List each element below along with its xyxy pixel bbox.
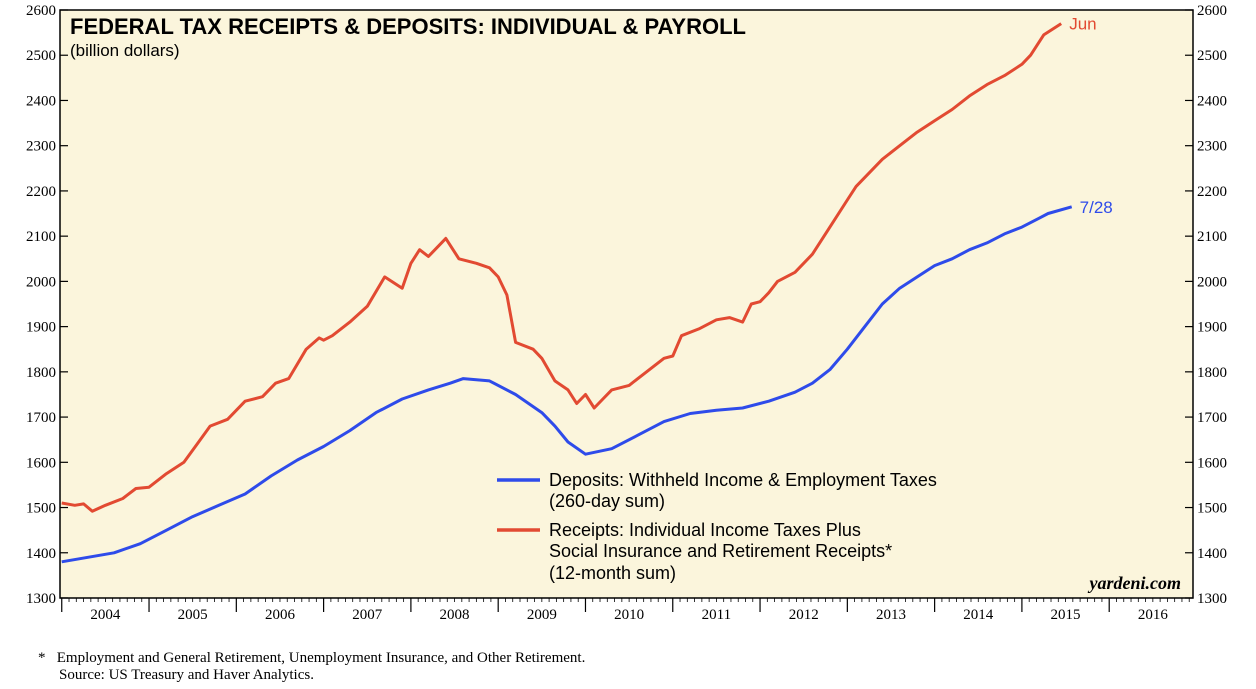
y-tick-label-left-2100: 2100 <box>26 229 56 245</box>
series-line-0 <box>61 205 1073 564</box>
y-tick-label-right-1800: 1800 <box>1197 365 1227 381</box>
y-tick-label-left-2600: 2600 <box>26 3 56 19</box>
x-tick-label-2011: 2011 <box>702 607 731 623</box>
legend-label-receipts-line3: (12-month sum) <box>549 563 676 583</box>
y-tick-label-left-1300: 1300 <box>26 591 56 607</box>
y-tick-label-right-2400: 2400 <box>1197 93 1227 109</box>
y-tick-label-left-1900: 1900 <box>26 320 56 336</box>
y-tick-label-right-1600: 1600 <box>1197 455 1227 471</box>
series: 7/28 Jun <box>61 15 1113 564</box>
y-tick-label-left-2000: 2000 <box>26 274 56 290</box>
y-tick-label-left-2300: 2300 <box>26 139 56 155</box>
legend-label-deposits: Deposits: Withheld Income & Employment T… <box>549 470 937 490</box>
y-tick-label-right-2600: 2600 <box>1197 3 1227 19</box>
y-tick-label-left-1600: 1600 <box>26 455 56 471</box>
x-tick-label-2004: 2004 <box>90 607 121 623</box>
legend: Deposits: Withheld Income & Employment T… <box>497 470 937 583</box>
x-tick-label-2016: 2016 <box>1138 607 1169 623</box>
y-tick-label-left-1700: 1700 <box>26 410 56 426</box>
y-tick-label-right-1500: 1500 <box>1197 501 1227 517</box>
y-tick-label-right-1700: 1700 <box>1197 410 1227 426</box>
y-tick-label-left-1400: 1400 <box>26 546 56 562</box>
x-tick-label-2010: 2010 <box>614 607 644 623</box>
brand-watermark: yardeni.com <box>1088 573 1182 593</box>
chart-subtitle: (billion dollars) <box>70 41 180 60</box>
x-tick-label-2014: 2014 <box>963 607 994 623</box>
footnote-line2: Source: US Treasury and Haver Analytics. <box>59 667 314 683</box>
legend-label-receipts-line2: Social Insurance and Retirement Receipts… <box>549 541 892 561</box>
x-tick-label-2005: 2005 <box>178 607 208 623</box>
axes: 1300 1300 1400 1400 1500 1500 1600 1600 1700 1700… <box>26 3 1227 623</box>
y-tick-label-right-1900: 1900 <box>1197 320 1227 336</box>
y-tick-label-right-1400: 1400 <box>1197 546 1227 562</box>
footnote-mark: * <box>38 650 46 666</box>
series-end-label-0: 7/28 <box>1080 198 1113 217</box>
y-tick-label-right-2100: 2100 <box>1197 229 1227 245</box>
y-tick-label-right-1300: 1300 <box>1197 591 1227 607</box>
y-tick-label-left-2400: 2400 <box>26 93 56 109</box>
y-tick-label-right-2500: 2500 <box>1197 48 1227 64</box>
y-tick-label-left-1500: 1500 <box>26 501 56 517</box>
y-tick-label-left-1800: 1800 <box>26 365 56 381</box>
legend-label-receipts: Receipts: Individual Income Taxes Plus <box>549 520 861 540</box>
x-tick-label-2006: 2006 <box>265 607 296 623</box>
y-tick-label-right-2000: 2000 <box>1197 274 1227 290</box>
x-tick-label-2009: 2009 <box>527 607 557 623</box>
y-tick-label-right-2300: 2300 <box>1197 139 1227 155</box>
legend-label-deposits-line2: (260-day sum) <box>549 491 665 511</box>
series-line-1 <box>61 22 1063 513</box>
y-tick-label-right-2200: 2200 <box>1197 184 1227 200</box>
y-tick-label-left-2200: 2200 <box>26 184 56 200</box>
series-end-label-1: Jun <box>1069 15 1096 34</box>
chart-title: FEDERAL TAX RECEIPTS & DEPOSITS: INDIVID… <box>70 14 746 39</box>
x-tick-label-2012: 2012 <box>789 607 819 623</box>
x-tick-label-2007: 2007 <box>352 607 383 623</box>
footnote: * Employment and General Retirement, Une… <box>38 650 585 667</box>
x-tick-label-2013: 2013 <box>876 607 906 623</box>
footnote-source: Source: US Treasury and Haver Analytics. <box>59 667 314 684</box>
plot-frame <box>59 9 1194 599</box>
footnote-line1: Employment and General Retirement, Unemp… <box>56 650 586 666</box>
plot-background <box>60 10 1193 598</box>
x-tick-label-2015: 2015 <box>1051 607 1081 623</box>
y-tick-label-left-2500: 2500 <box>26 48 56 64</box>
x-tick-label-2008: 2008 <box>440 607 470 623</box>
